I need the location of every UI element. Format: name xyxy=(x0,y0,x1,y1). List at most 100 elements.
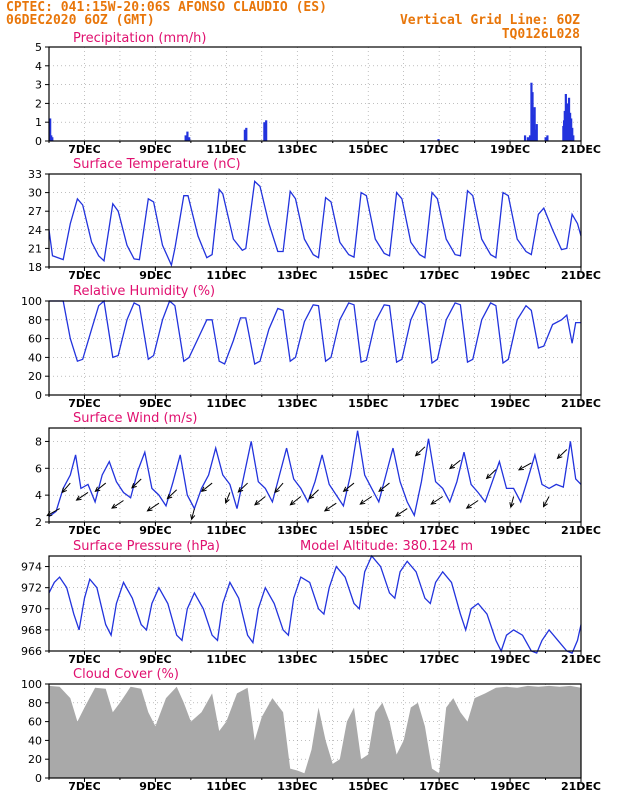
x-tick-label: 11DEC xyxy=(206,653,246,666)
x-tick-label: 21DEC xyxy=(561,524,601,537)
x-tick-label: 21DEC xyxy=(561,397,601,410)
precip-bar xyxy=(245,127,248,141)
header-grid-note: Vertical Grid Line: 6OZ xyxy=(399,13,580,28)
panel-frame xyxy=(48,555,582,652)
x-tick-label: 21DEC xyxy=(561,143,601,156)
x-tick-label: 21DEC xyxy=(561,653,601,666)
y-tick-label: 24 xyxy=(28,224,42,237)
y-tick-label: 6 xyxy=(35,462,42,475)
panel-frame xyxy=(48,173,582,268)
y-tick-label: 60 xyxy=(28,716,42,729)
x-tick-label: 11DEC xyxy=(206,143,246,156)
y-tick-label: 8 xyxy=(35,435,42,448)
y-tick-label: 970 xyxy=(21,603,42,616)
precip-bar xyxy=(571,127,574,141)
wind-arrow xyxy=(61,482,71,493)
series-line-2 xyxy=(49,299,581,365)
x-tick-label: 13DEC xyxy=(277,397,317,410)
x-tick-label: 15DEC xyxy=(348,780,388,793)
x-tick-label: 19DEC xyxy=(490,780,530,793)
wind-arrow xyxy=(111,500,124,509)
precip-bar xyxy=(526,137,529,141)
x-tick-label: 11DEC xyxy=(206,524,246,537)
wind-arrow-head xyxy=(146,506,153,512)
x-tick-label: 13DEC xyxy=(277,269,317,282)
x-tick-label: 13DEC xyxy=(277,653,317,666)
wind-arrow-head xyxy=(224,497,230,504)
x-tick-label: 7DEC xyxy=(68,269,100,282)
wind-arrow-head xyxy=(449,463,455,470)
wind-arrow-head xyxy=(61,487,67,494)
precip-bar xyxy=(572,135,575,141)
y-tick-label: 21 xyxy=(28,242,42,255)
wind-arrow-head xyxy=(517,465,524,471)
y-tick-label: 0 xyxy=(35,389,42,402)
wind-arrow-head xyxy=(414,450,421,457)
panel-title: Precipitation (mm/h) xyxy=(73,31,206,46)
y-tick-label: 40 xyxy=(28,734,42,747)
y-tick-label: 4 xyxy=(35,489,42,502)
x-tick-label: 15DEC xyxy=(348,143,388,156)
wind-arrow xyxy=(274,482,284,493)
x-tick-label: 7DEC xyxy=(68,143,100,156)
wind-arrow-head xyxy=(359,499,366,505)
x-tick-label: 7DEC xyxy=(68,653,100,666)
x-tick-label: 17DEC xyxy=(419,269,459,282)
y-tick-label: 4 xyxy=(35,60,42,73)
panel-frame xyxy=(48,427,582,523)
y-tick-label: 968 xyxy=(21,624,42,637)
x-tick-label: 11DEC xyxy=(206,269,246,282)
panel-annotation: Model Altitude: 380.124 m xyxy=(300,539,473,554)
wind-arrow xyxy=(131,478,142,489)
wind-arrow-head xyxy=(254,500,260,506)
y-tick-label: 974 xyxy=(21,561,42,574)
wind-arrow-head xyxy=(342,486,349,493)
x-tick-label: 15DEC xyxy=(348,397,388,410)
wind-arrow xyxy=(395,508,408,517)
y-tick-label: 0 xyxy=(35,135,42,148)
y-tick-label: 80 xyxy=(28,314,42,327)
precip-bar xyxy=(437,139,440,141)
x-tick-label: 7DEC xyxy=(68,397,100,410)
x-tick-label: 19DEC xyxy=(490,269,530,282)
header-run-date: 06DEC2020 6OZ (GMT) xyxy=(6,13,155,28)
series-line-3 xyxy=(48,430,582,518)
series-line-1 xyxy=(48,180,582,268)
wind-arrow-head xyxy=(274,487,280,494)
y-tick-label: 966 xyxy=(21,645,42,658)
y-tick-label: 40 xyxy=(28,351,42,364)
x-tick-label: 13DEC xyxy=(277,143,317,156)
x-tick-label: 19DEC xyxy=(490,397,530,410)
y-tick-label: 5 xyxy=(35,41,42,54)
y-tick-label: 100 xyxy=(21,295,42,308)
header-model-id: TQ0126L028 xyxy=(501,27,580,42)
wind-arrow-head xyxy=(485,473,492,480)
wind-arrow-head xyxy=(465,503,472,509)
wind-arrow xyxy=(308,489,319,499)
x-tick-label: 19DEC xyxy=(490,653,530,666)
wind-arrow xyxy=(378,482,390,492)
precip-bar xyxy=(523,135,527,141)
panel-title: Relative Humidity (%) xyxy=(73,284,215,299)
x-tick-label: 21DEC xyxy=(561,780,601,793)
x-tick-label: 7DEC xyxy=(68,780,100,793)
precip-bar xyxy=(265,120,268,141)
precip-bar xyxy=(535,124,538,141)
wind-arrow-head xyxy=(289,500,296,506)
x-tick-label: 21DEC xyxy=(561,269,601,282)
y-tick-label: 0 xyxy=(35,772,42,785)
x-tick-label: 11DEC xyxy=(206,397,246,410)
y-tick-label: 3 xyxy=(35,79,42,92)
precip-bar xyxy=(51,137,54,141)
series-line-4 xyxy=(48,554,582,654)
x-tick-label: 15DEC xyxy=(348,524,388,537)
wind-arrow-head xyxy=(190,514,196,521)
y-tick-label: 60 xyxy=(28,333,42,346)
precip-bar xyxy=(544,137,547,141)
wind-arrow-head xyxy=(94,486,101,493)
wind-arrow xyxy=(543,496,550,507)
x-tick-label: 17DEC xyxy=(419,397,459,410)
wind-arrow xyxy=(510,496,515,508)
wind-arrow xyxy=(201,482,213,492)
panel-title: Cloud Cover (%) xyxy=(73,667,179,682)
